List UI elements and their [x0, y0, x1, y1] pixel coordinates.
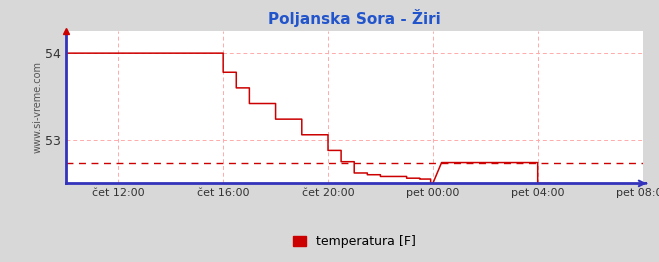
Legend: temperatura [F]: temperatura [F]: [288, 230, 420, 253]
Title: Poljanska Sora - Žiri: Poljanska Sora - Žiri: [268, 9, 441, 28]
Y-axis label: www.si-vreme.com: www.si-vreme.com: [32, 61, 42, 154]
